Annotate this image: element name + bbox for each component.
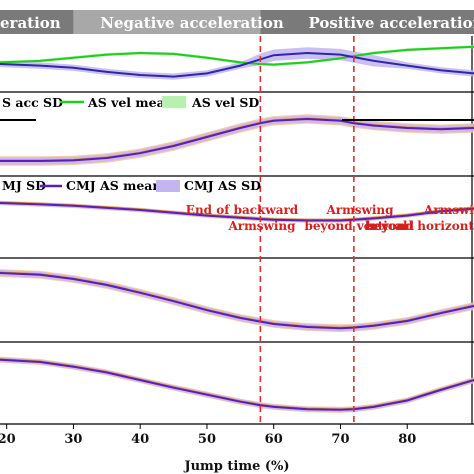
- legend-vel-sd-swatch: [162, 96, 186, 108]
- legend-acc-sd-label: S acc SD: [2, 95, 63, 110]
- event-4-line1: Armswi: [423, 203, 474, 217]
- phase-segment-1: [0, 10, 74, 34]
- x-tick-label-60: 60: [265, 432, 283, 447]
- phase-label-2: Negative acceleration: [100, 14, 284, 32]
- event-4-line2: beyond horizont: [365, 219, 474, 233]
- event-3-line2: beyond: [366, 219, 415, 233]
- legend-row-1: S acc SD AS vel mean AS vel SD: [2, 95, 259, 110]
- phase-band: [0, 10, 474, 34]
- legend-cmj-as-sd-label: CMJ AS SD: [184, 178, 261, 193]
- event-annotations: End of backward Armswing Armswing beyond…: [186, 203, 474, 233]
- panel-2-purple-mean-line: [0, 117, 474, 162]
- phase-label-3: Positive acceleration: [308, 14, 474, 32]
- phase-segment-3: [260, 10, 474, 34]
- x-tick-label-70: 70: [331, 432, 349, 447]
- vel-mean-line: [0, 45, 474, 66]
- panel-frames: [0, 36, 474, 425]
- x-tick-label-50: 50: [198, 432, 216, 447]
- acc-sd-band: [0, 47, 474, 80]
- event-lines: [259, 36, 355, 424]
- legend-cmj-as-mean-label: CMJ AS mean: [66, 178, 162, 193]
- x-tick-label-80: 80: [398, 432, 416, 447]
- x-tick-label-30: 30: [64, 432, 82, 447]
- phase-segment-2: [73, 10, 261, 34]
- legend-vel-sd-label: AS vel SD: [191, 95, 259, 110]
- event-1-line2: Armswing: [227, 219, 296, 233]
- event-2-line2: beyond vertical: [305, 219, 408, 233]
- legend-cmj-sd-label: MJ SD: [2, 178, 46, 193]
- x-tick-label-20: 20: [0, 432, 16, 447]
- panel-2-purple-sd-band: [0, 115, 474, 165]
- legend-cmj-as-sd-swatch: [156, 180, 180, 192]
- legend-row-2: MJ SD CMJ AS mean CMJ AS SD: [2, 178, 261, 193]
- event-2-line1: Armswing: [325, 203, 394, 217]
- phase-label-1: eration: [0, 14, 61, 32]
- x-axis-label: Jump time (%): [183, 459, 289, 474]
- event-1-line1: End of backward: [186, 203, 299, 217]
- x-tick-label-40: 40: [131, 432, 149, 447]
- panel-4-purple-sd-band: [0, 270, 474, 332]
- legend-vel-mean-label: AS vel mean: [87, 95, 174, 110]
- panel-5-purple-mean-line: [0, 358, 474, 411]
- x-axis: 20 30 40 50 60 70 80: [0, 424, 416, 447]
